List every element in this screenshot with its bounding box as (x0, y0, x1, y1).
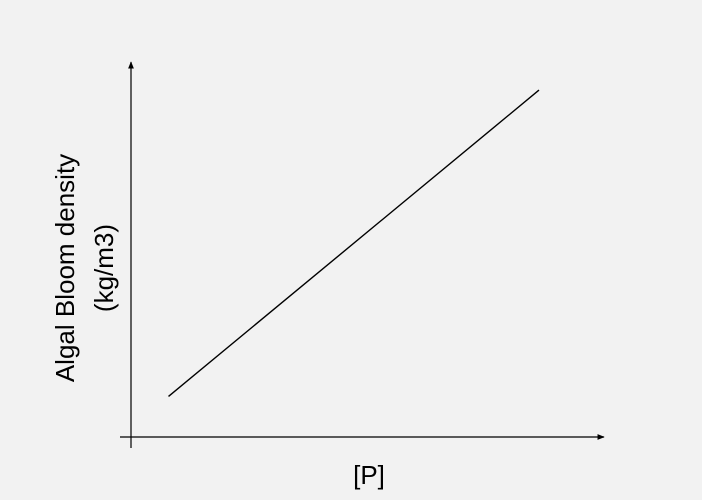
y-axis-label-line-1: Algal Bloom density (50, 154, 80, 382)
series-line-1 (168, 89, 540, 397)
series-layer (168, 89, 540, 397)
y-axis-label: Algal Bloom density (50, 154, 80, 382)
x-axis-label: [P] (353, 460, 385, 490)
y-axis-label-line-2: (kg/m3) (89, 224, 119, 312)
y-axis-label-line-2-text: (kg/m3) (89, 224, 119, 312)
